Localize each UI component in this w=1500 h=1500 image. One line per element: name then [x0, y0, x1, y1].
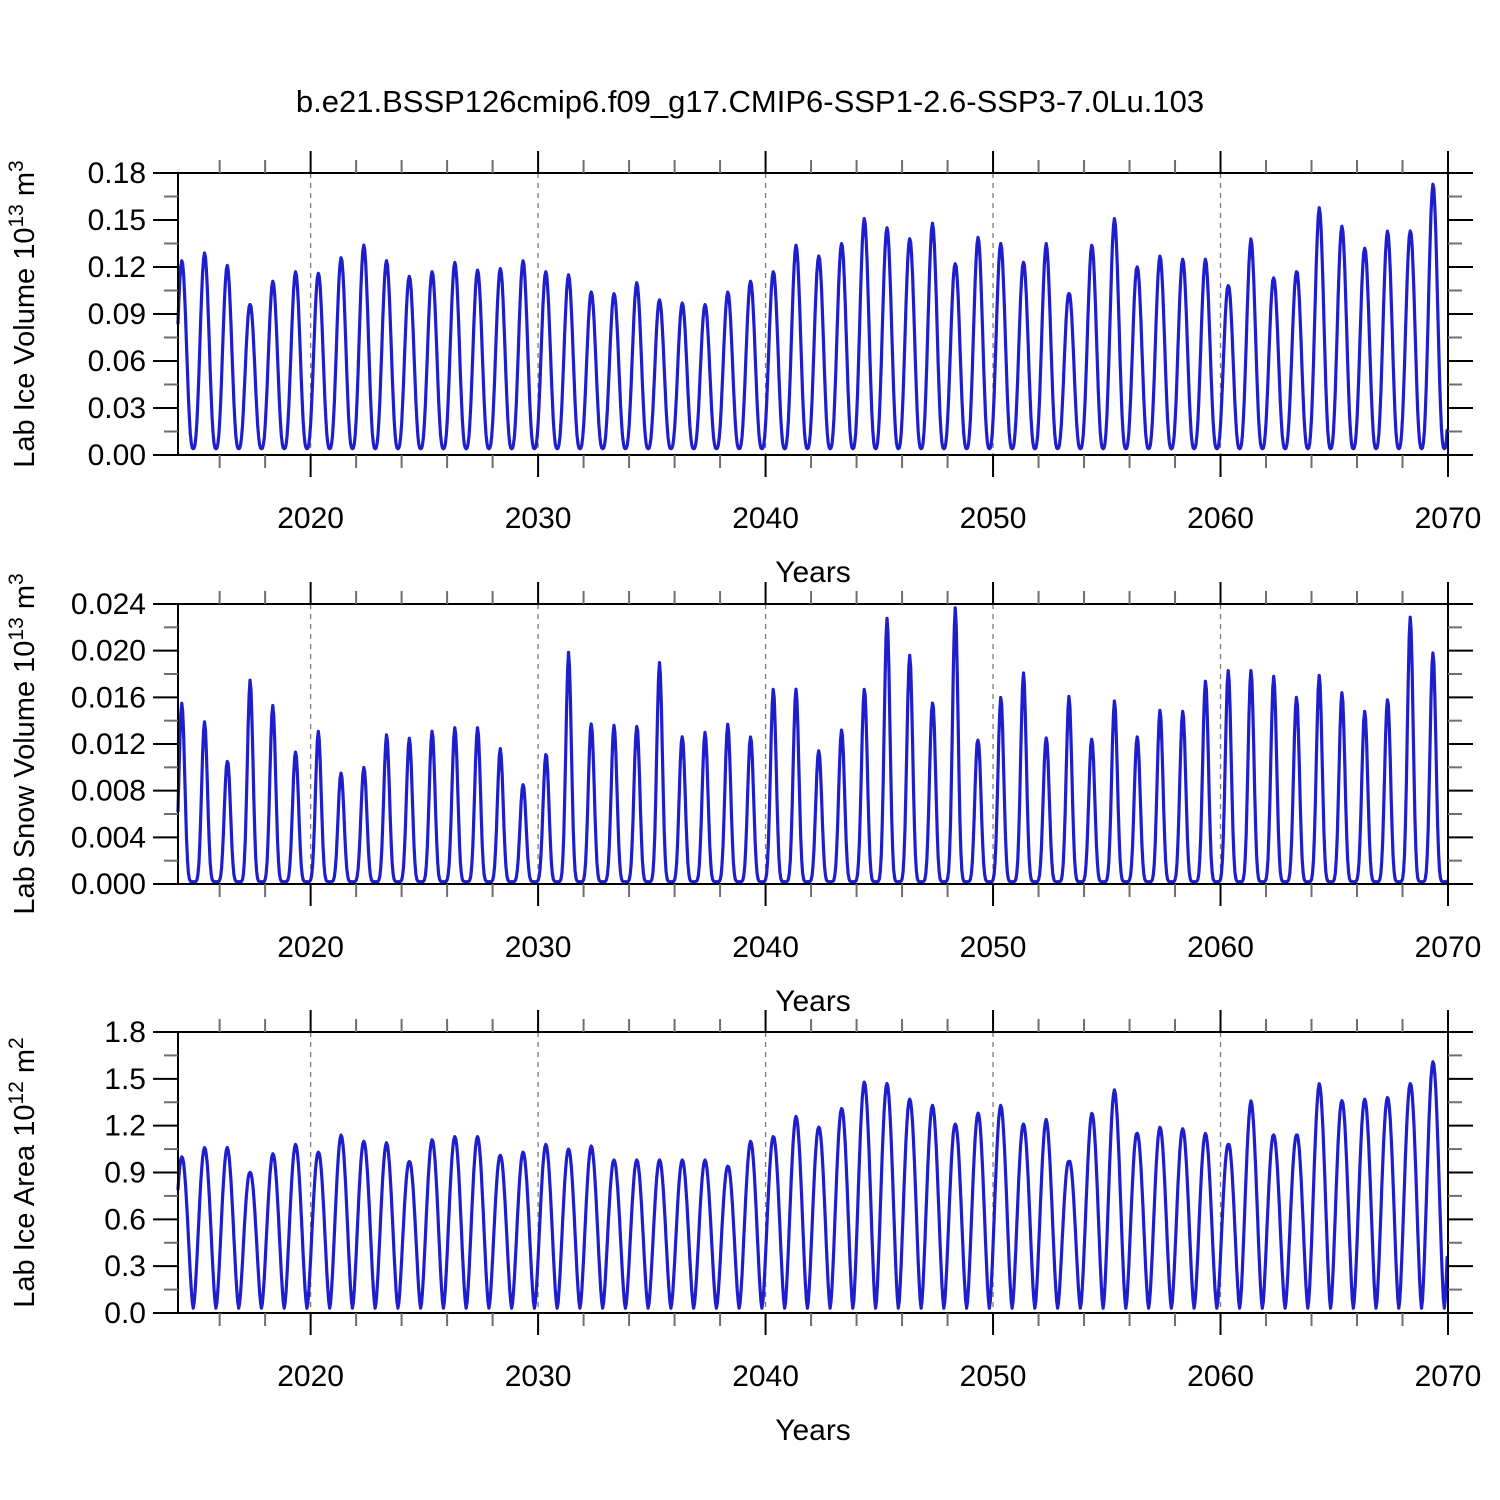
- x-tick-label: 2070: [1415, 1360, 1482, 1393]
- y-tick-label: 0.03: [88, 392, 146, 425]
- y-tick-label: 1.5: [104, 1063, 146, 1096]
- data-line-lab-ice-area: [176, 1060, 1449, 1310]
- y-tick-label: 0.09: [88, 298, 146, 331]
- y-tick-label: 0.024: [71, 588, 146, 621]
- y-axis-title-superscript: 3: [5, 160, 28, 172]
- data-line-lab-snow-volume: [176, 606, 1449, 884]
- y-axis-title: Lab Snow Volume 1013 m3: [5, 573, 41, 914]
- y-axis-title-superscript: 13: [5, 617, 28, 640]
- x-tick-label: 2050: [960, 1360, 1027, 1393]
- y-axis-title-segment: m: [9, 172, 41, 204]
- y-tick-label: 0.004: [71, 821, 146, 854]
- y-tick-label: 0.9: [104, 1157, 146, 1190]
- x-tick-label: 2040: [732, 1360, 799, 1393]
- y-tick-label: 0.00: [88, 439, 146, 472]
- y-tick-label: 1.2: [104, 1110, 146, 1143]
- y-tick-label: 0.06: [88, 345, 146, 378]
- y-tick-label: 1.8: [104, 1016, 146, 1049]
- y-tick-label: 0.016: [71, 681, 146, 714]
- data-line-lab-ice-volume: [176, 182, 1449, 451]
- x-tick-label: 2050: [960, 502, 1027, 535]
- y-tick-label: 0.0: [104, 1297, 146, 1330]
- y-axis-title-segment: Lab Ice Area 10: [9, 1105, 41, 1308]
- x-axis-title: Years: [775, 985, 851, 1018]
- x-tick-label: 2070: [1415, 931, 1482, 964]
- y-axis-title-segment: m: [9, 585, 41, 617]
- chart-title: b.e21.BSSP126cmip6.f09_g17.CMIP6-SSP1-2.…: [295, 84, 1205, 119]
- x-axis-title: Years: [775, 1414, 851, 1447]
- x-tick-label: 2060: [1187, 931, 1254, 964]
- x-tick-label: 2070: [1415, 502, 1482, 535]
- y-tick-label: 0.000: [71, 868, 146, 901]
- x-tick-label: 2030: [505, 1360, 572, 1393]
- y-axis-title-segment: Lab Ice Volume 10: [9, 228, 41, 468]
- y-tick-label: 0.18: [88, 157, 146, 190]
- x-tick-label: 2030: [505, 931, 572, 964]
- x-tick-label: 2020: [277, 1360, 344, 1393]
- panel-lab-ice-volume: 0.00 0.03 0.06 0.09 0.12 0.15 0.18 2020 2030 2040…: [5, 151, 1481, 589]
- y-axis-title-segment: Lab Snow Volume 10: [9, 641, 41, 915]
- y-tick-label: 0.012: [71, 728, 146, 761]
- y-axis-title-segment: m: [9, 1049, 41, 1081]
- y-tick-label: 0.15: [88, 204, 146, 237]
- x-axis-title: Years: [775, 556, 851, 589]
- y-tick-label: 0.6: [104, 1203, 146, 1236]
- x-tick-label: 2020: [277, 502, 344, 535]
- x-tick-label: 2030: [505, 502, 572, 535]
- x-tick-label: 2040: [732, 502, 799, 535]
- x-tick-label: 2020: [277, 931, 344, 964]
- y-axis-title-superscript: 2: [5, 1037, 28, 1049]
- x-tick-label: 2060: [1187, 502, 1254, 535]
- y-tick-label: 0.3: [104, 1250, 146, 1283]
- panel-lab-snow-volume: 0.000 0.004 0.008 0.012 0.016 0.020 0.024 2020 2…: [5, 573, 1481, 1018]
- y-axis-title-superscript: 13: [5, 204, 28, 227]
- y-tick-label: 0.12: [88, 251, 146, 284]
- x-tick-label: 2050: [960, 931, 1027, 964]
- y-tick-label: 0.008: [71, 775, 146, 808]
- y-axis-title-superscript: 3: [5, 573, 28, 585]
- panel-lab-ice-area: 0.0 0.3 0.6 0.9 1.2 1.5 1.8 2020 2030 2040 2050 206…: [5, 1010, 1481, 1447]
- y-axis-title: Lab Ice Area 1012 m2: [5, 1037, 41, 1307]
- x-tick-label: 2060: [1187, 1360, 1254, 1393]
- x-tick-label: 2040: [732, 931, 799, 964]
- y-tick-label: 0.020: [71, 635, 146, 668]
- y-axis-title-superscript: 12: [5, 1081, 28, 1104]
- y-axis-title: Lab Ice Volume 1013 m3: [5, 160, 41, 468]
